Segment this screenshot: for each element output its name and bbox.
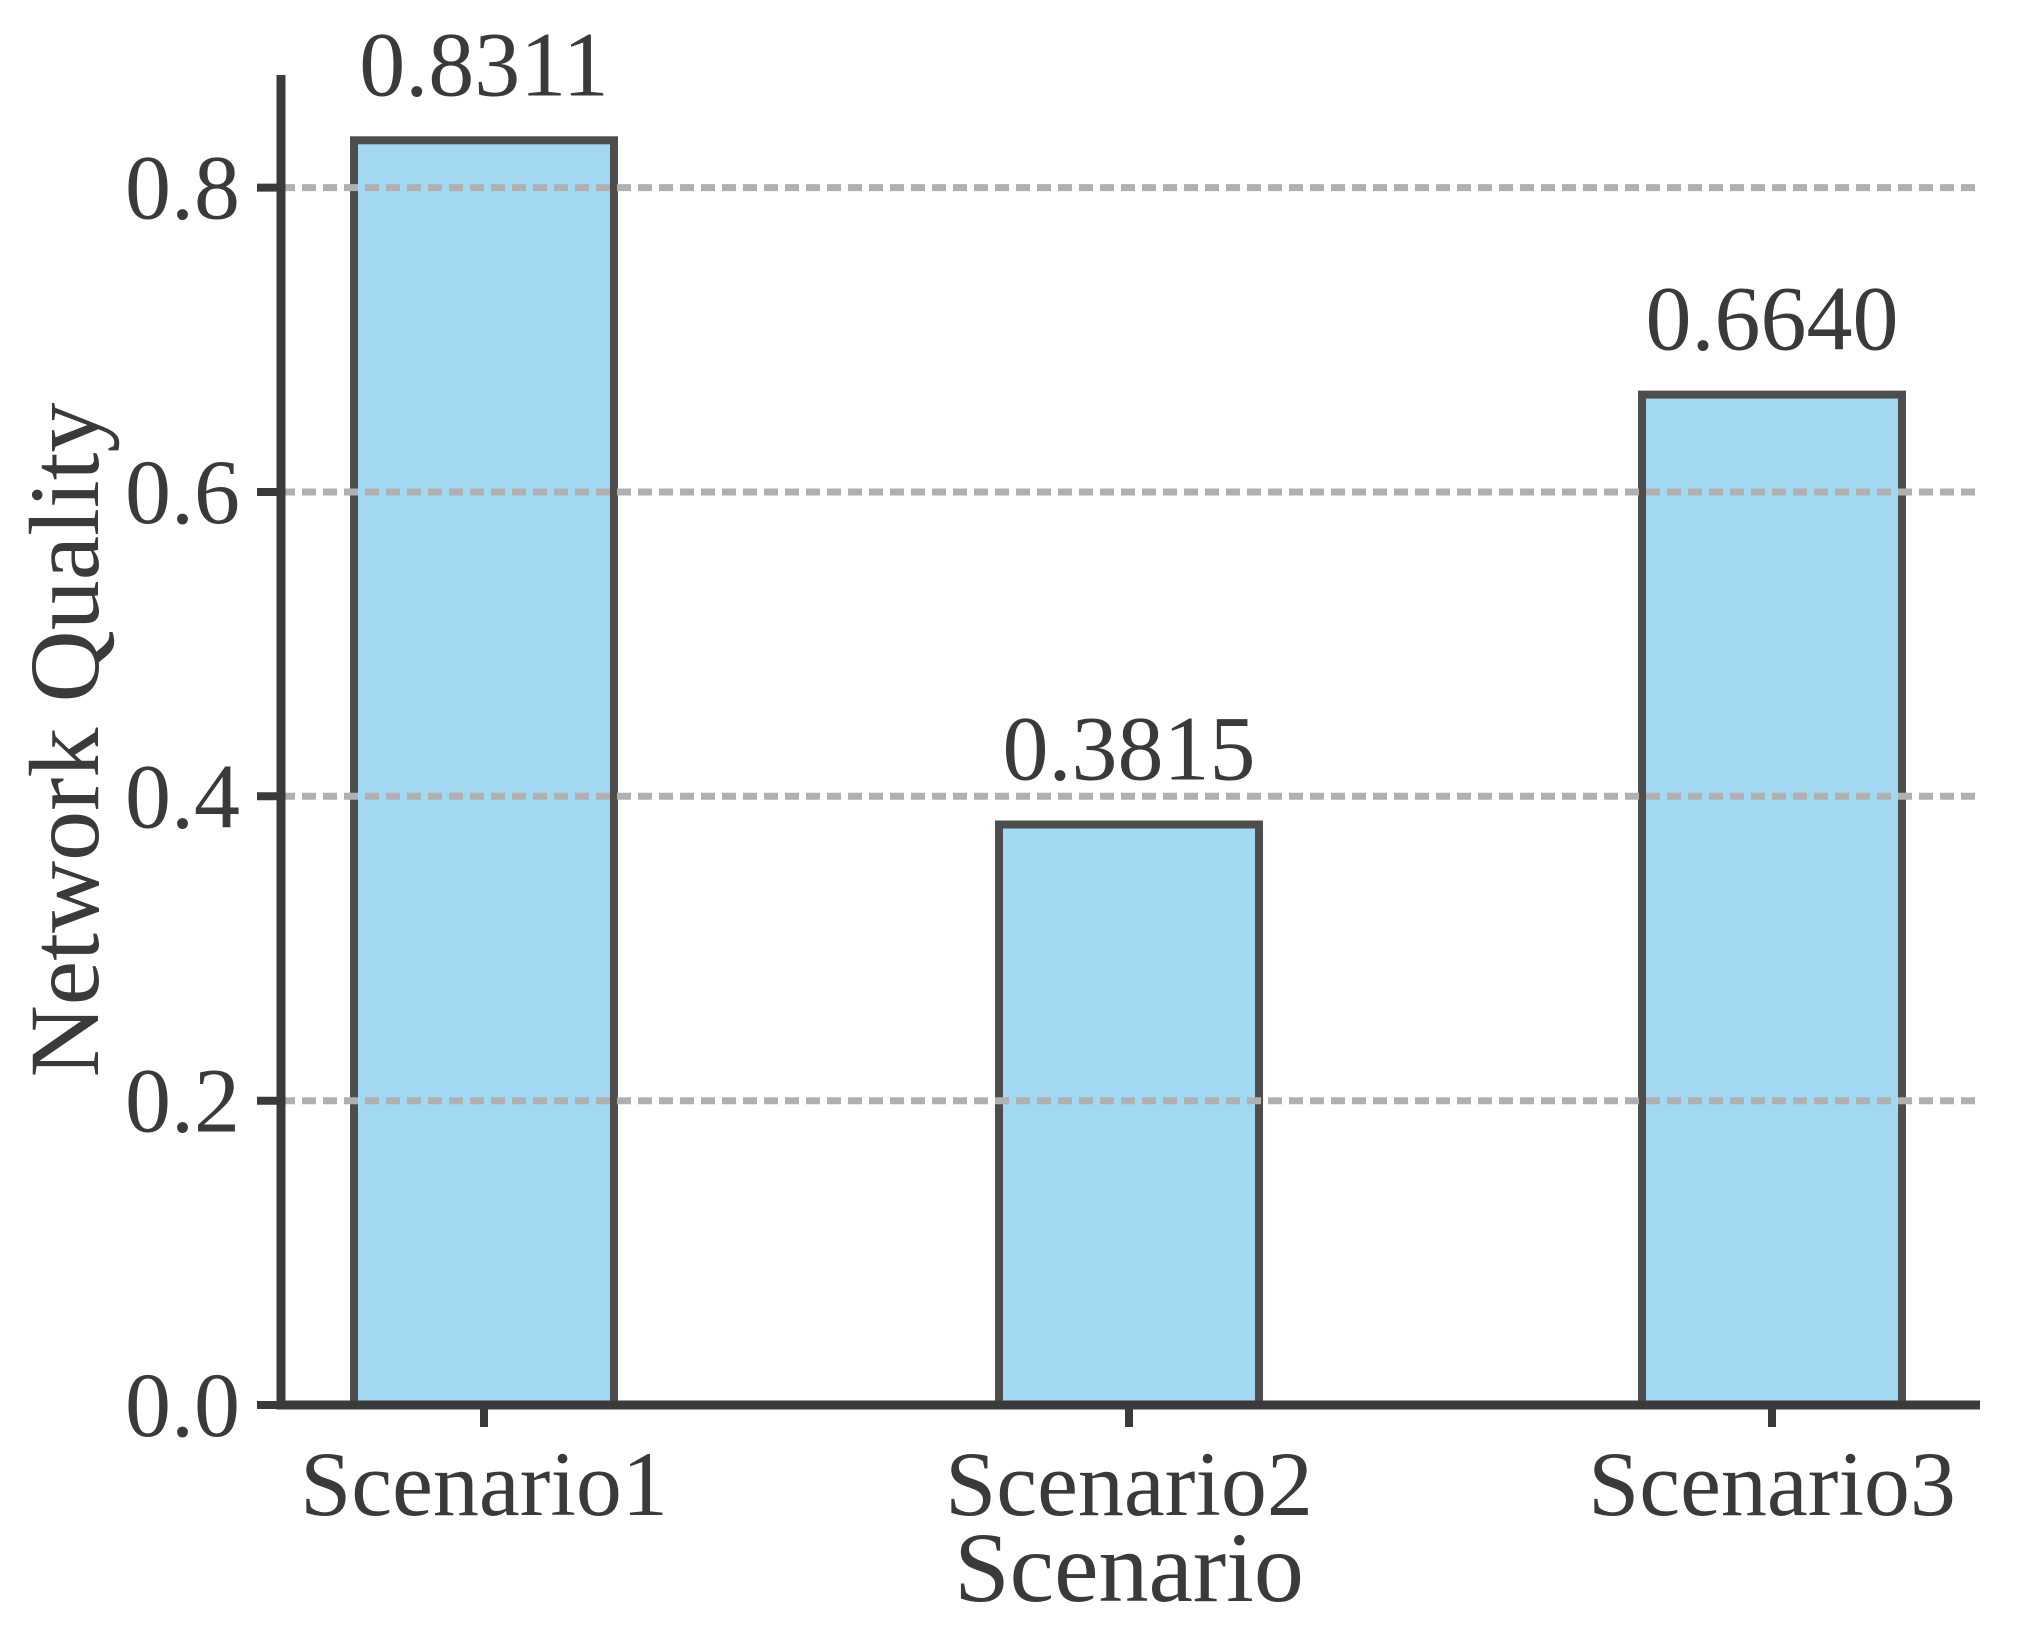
x-tick-label: Scenario1	[300, 1433, 668, 1535]
bar-value-label: 0.8311	[359, 13, 609, 115]
grid-layer	[281, 184, 1980, 1105]
bar	[1638, 390, 1906, 1410]
bar-value-label: 0.3815	[1003, 698, 1256, 800]
y-tick-label: 0.2	[125, 1050, 240, 1152]
y-tick-label: 0.0	[125, 1354, 240, 1456]
x-tick-label: Scenario3	[1588, 1433, 1956, 1535]
y-tick-label: 0.8	[125, 137, 240, 239]
bar	[350, 136, 618, 1409]
axes-layer	[257, 75, 1980, 1427]
bars-layer	[350, 136, 1906, 1410]
y-tick-label: 0.4	[125, 745, 240, 847]
bar	[995, 820, 1263, 1409]
x-axis-label: Scenario	[954, 1512, 1304, 1623]
tick-labels-layer: 0.0 0.2 0.4 0.6 0.8 Scenario1 Scenario2 Scenari…	[125, 13, 1956, 1535]
bar-value-label: 0.6640	[1646, 268, 1899, 370]
y-tick-label: 0.6	[125, 441, 240, 543]
x-tick-label: Scenario2	[945, 1433, 1313, 1535]
y-axis-label: Network Quality	[9, 403, 120, 1078]
